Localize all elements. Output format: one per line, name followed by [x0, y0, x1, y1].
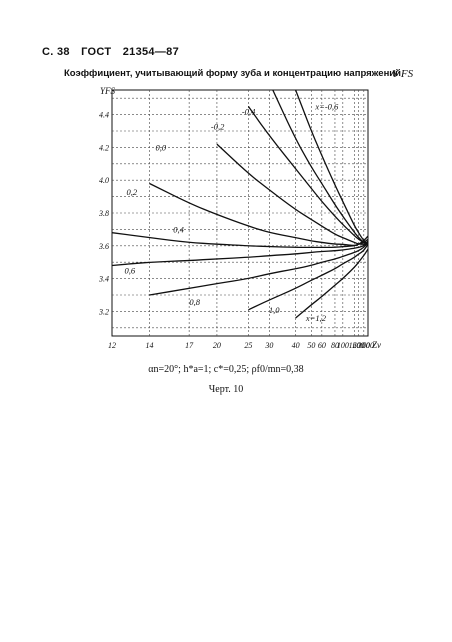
series-label: 0,6	[124, 266, 135, 276]
y-tick-label: 4.4	[99, 111, 109, 120]
series-line	[295, 248, 368, 319]
x-tick-label: 160	[349, 341, 361, 350]
x-tick-label: 60	[318, 341, 326, 350]
series-line	[294, 90, 368, 245]
y-tick-label: 3.6	[98, 242, 109, 251]
series-label: 0,8	[189, 297, 200, 307]
x-axis-label: Zv	[372, 340, 381, 350]
standard-number: 21354—87	[122, 46, 179, 58]
series-line	[216, 143, 368, 245]
y-symbol: Y FS	[392, 68, 414, 80]
x-tick-label: 17	[185, 341, 194, 350]
page-header: С. 38 ГОСТ 21354—87	[42, 46, 187, 58]
x-tick-label: 100	[337, 341, 349, 350]
page-number: С. 38	[42, 46, 70, 58]
x-tick-label: 40	[292, 341, 300, 350]
x-tick-label: 80	[331, 341, 339, 350]
y-tick-label: 3.8	[98, 209, 109, 218]
x-tick-label: 200	[353, 341, 365, 350]
y-tick-label: 4.2	[99, 143, 109, 152]
series-line	[149, 242, 368, 296]
series-label: 0,4	[173, 225, 184, 235]
parameters-line: αn=20°; h*a=1; c*=0,25; ρf0/mn=0,38	[148, 364, 304, 375]
series-label: x=1,2	[305, 313, 327, 323]
series-line	[248, 243, 368, 311]
x-tick-label: 12	[108, 341, 116, 350]
x-tick-label: 20	[213, 341, 221, 350]
y-tick-label: 4.0	[99, 176, 109, 185]
y-tick-label: 3.4	[98, 275, 109, 284]
x-tick-label: 14	[145, 341, 153, 350]
y-tick-label: 3.2	[98, 307, 109, 316]
x-tick-label: 500	[362, 341, 374, 350]
series-line	[247, 106, 368, 245]
series-line	[112, 240, 368, 267]
figure-label: Черт. 10	[208, 384, 244, 395]
x-tick-label: 50	[307, 341, 315, 350]
series-line	[112, 232, 368, 249]
y-axis-label: YFS	[100, 86, 116, 96]
series-label: -0,4	[242, 107, 256, 117]
standard-name: ГОСТ	[81, 46, 112, 58]
x-tick-label: 25	[244, 341, 252, 350]
x-tick-label: 30	[264, 341, 273, 350]
series-label: 0,0	[155, 143, 166, 153]
series-label: 1,0	[269, 305, 280, 315]
series-label: -0,2	[211, 121, 225, 131]
chart-caption: Коэффициент, учитывающий форму зуба и ко…	[64, 68, 401, 79]
series-label: 0,2	[126, 187, 137, 197]
x-tick-label: 300	[357, 341, 370, 350]
series-label: x=-0,6	[314, 102, 339, 112]
series-line	[272, 90, 368, 245]
